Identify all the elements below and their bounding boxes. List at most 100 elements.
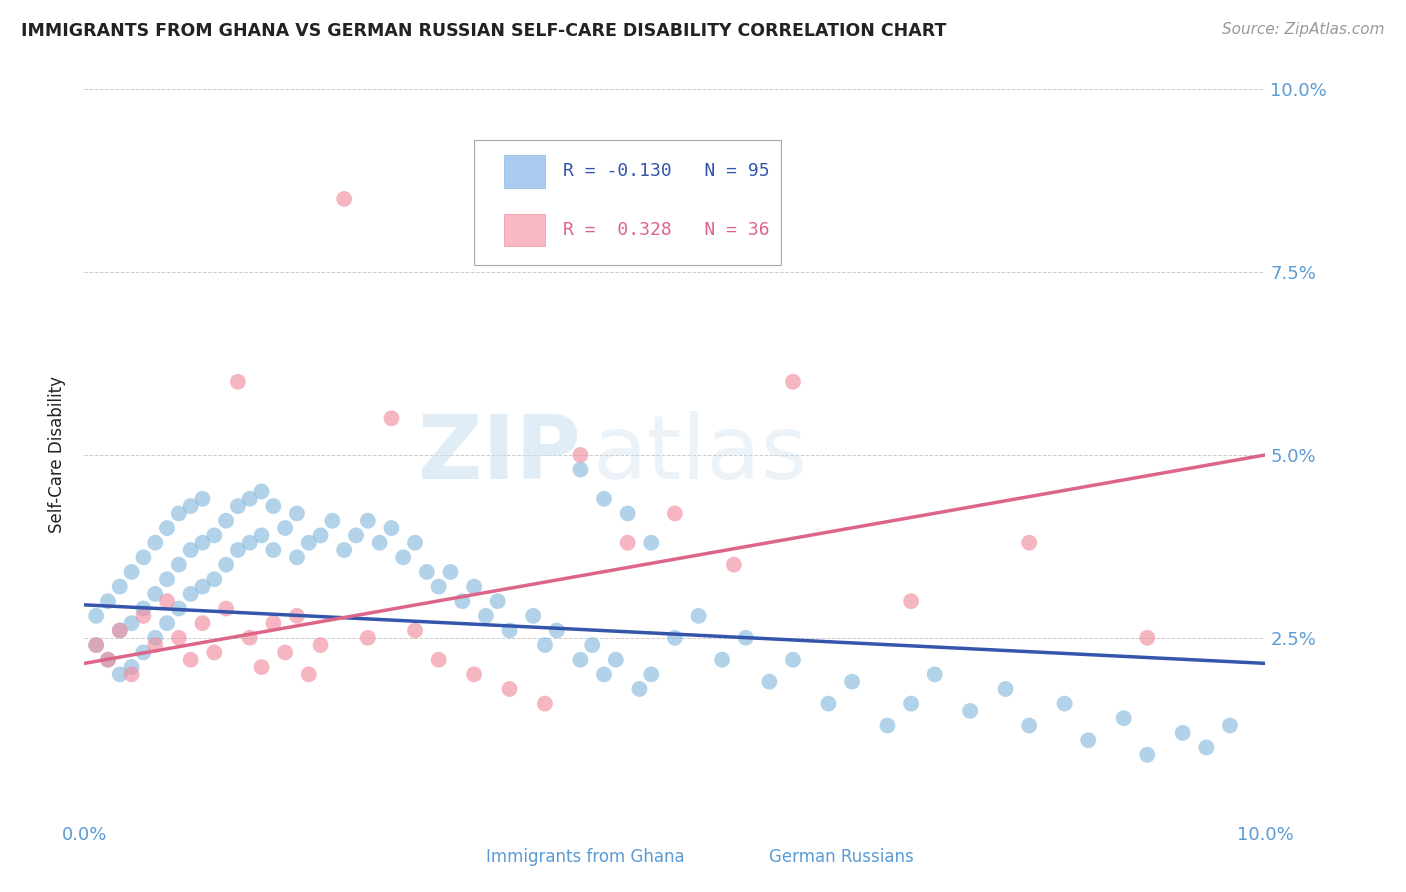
Point bbox=[285, 507, 308, 521]
Point bbox=[593, 491, 616, 506]
Point bbox=[534, 638, 557, 652]
Point bbox=[156, 594, 179, 608]
Point bbox=[1018, 535, 1040, 549]
Point bbox=[1136, 631, 1159, 645]
Point bbox=[298, 667, 321, 681]
Point bbox=[900, 697, 922, 711]
Point bbox=[180, 543, 202, 558]
Point bbox=[84, 638, 107, 652]
FancyBboxPatch shape bbox=[723, 847, 758, 868]
Point bbox=[782, 375, 804, 389]
Point bbox=[404, 624, 426, 638]
Point bbox=[1077, 733, 1099, 747]
Point bbox=[628, 681, 651, 696]
Point bbox=[180, 499, 202, 513]
Point bbox=[167, 601, 190, 615]
Point bbox=[97, 594, 120, 608]
Point bbox=[191, 535, 214, 549]
Point bbox=[202, 528, 225, 542]
Point bbox=[309, 528, 332, 542]
Point bbox=[180, 653, 202, 667]
Text: Source: ZipAtlas.com: Source: ZipAtlas.com bbox=[1222, 22, 1385, 37]
Point bbox=[132, 608, 155, 623]
Point bbox=[1053, 697, 1076, 711]
Point bbox=[569, 653, 592, 667]
Point bbox=[108, 624, 131, 638]
Point bbox=[143, 638, 166, 652]
Point bbox=[250, 484, 273, 499]
Point bbox=[191, 616, 214, 631]
Point bbox=[451, 594, 474, 608]
Point bbox=[143, 587, 166, 601]
Point bbox=[616, 507, 638, 521]
Point bbox=[215, 601, 238, 615]
Point bbox=[900, 594, 922, 608]
Point bbox=[959, 704, 981, 718]
Point bbox=[534, 697, 557, 711]
Point bbox=[463, 667, 485, 681]
Point bbox=[202, 572, 225, 586]
Text: Immigrants from Ghana: Immigrants from Ghana bbox=[486, 848, 685, 866]
Point bbox=[357, 631, 380, 645]
Point bbox=[664, 507, 686, 521]
Point bbox=[132, 601, 155, 615]
Point bbox=[782, 653, 804, 667]
Point bbox=[274, 521, 297, 535]
Point bbox=[581, 638, 603, 652]
Point bbox=[156, 616, 179, 631]
Point bbox=[239, 631, 262, 645]
Text: German Russians: German Russians bbox=[769, 848, 914, 866]
Point bbox=[841, 674, 863, 689]
Point bbox=[758, 674, 780, 689]
Point bbox=[121, 565, 143, 579]
Text: R =  0.328   N = 36: R = 0.328 N = 36 bbox=[562, 221, 769, 239]
Point bbox=[285, 608, 308, 623]
Point bbox=[498, 624, 520, 638]
Point bbox=[156, 572, 179, 586]
Point bbox=[1219, 718, 1241, 732]
Point bbox=[274, 645, 297, 659]
Text: ZIP: ZIP bbox=[418, 411, 581, 499]
Point bbox=[250, 660, 273, 674]
FancyBboxPatch shape bbox=[503, 213, 546, 246]
Point bbox=[522, 608, 544, 623]
Point bbox=[392, 550, 415, 565]
Point bbox=[368, 535, 391, 549]
Point bbox=[239, 535, 262, 549]
Point bbox=[593, 667, 616, 681]
Point bbox=[404, 535, 426, 549]
Point bbox=[876, 718, 898, 732]
Point bbox=[475, 608, 498, 623]
Point bbox=[605, 653, 627, 667]
Point bbox=[569, 448, 592, 462]
Point bbox=[215, 558, 238, 572]
Point bbox=[546, 624, 568, 638]
FancyBboxPatch shape bbox=[503, 155, 546, 188]
Point bbox=[143, 631, 166, 645]
Point bbox=[156, 521, 179, 535]
Text: IMMIGRANTS FROM GHANA VS GERMAN RUSSIAN SELF-CARE DISABILITY CORRELATION CHART: IMMIGRANTS FROM GHANA VS GERMAN RUSSIAN … bbox=[21, 22, 946, 40]
Point bbox=[1136, 747, 1159, 762]
Point bbox=[333, 192, 356, 206]
Point bbox=[108, 580, 131, 594]
Point bbox=[569, 462, 592, 476]
Point bbox=[97, 653, 120, 667]
Point bbox=[132, 550, 155, 565]
Point bbox=[202, 645, 225, 659]
Point bbox=[97, 653, 120, 667]
Point bbox=[121, 616, 143, 631]
Point bbox=[262, 543, 284, 558]
Point bbox=[1195, 740, 1218, 755]
Point bbox=[616, 535, 638, 549]
Point bbox=[1112, 711, 1135, 725]
Point bbox=[226, 375, 249, 389]
Point bbox=[427, 653, 450, 667]
Point bbox=[380, 521, 402, 535]
Point bbox=[640, 667, 662, 681]
Point bbox=[226, 543, 249, 558]
Point bbox=[734, 631, 756, 645]
Point bbox=[167, 507, 190, 521]
Point bbox=[298, 535, 321, 549]
Point bbox=[132, 645, 155, 659]
Point bbox=[357, 514, 380, 528]
